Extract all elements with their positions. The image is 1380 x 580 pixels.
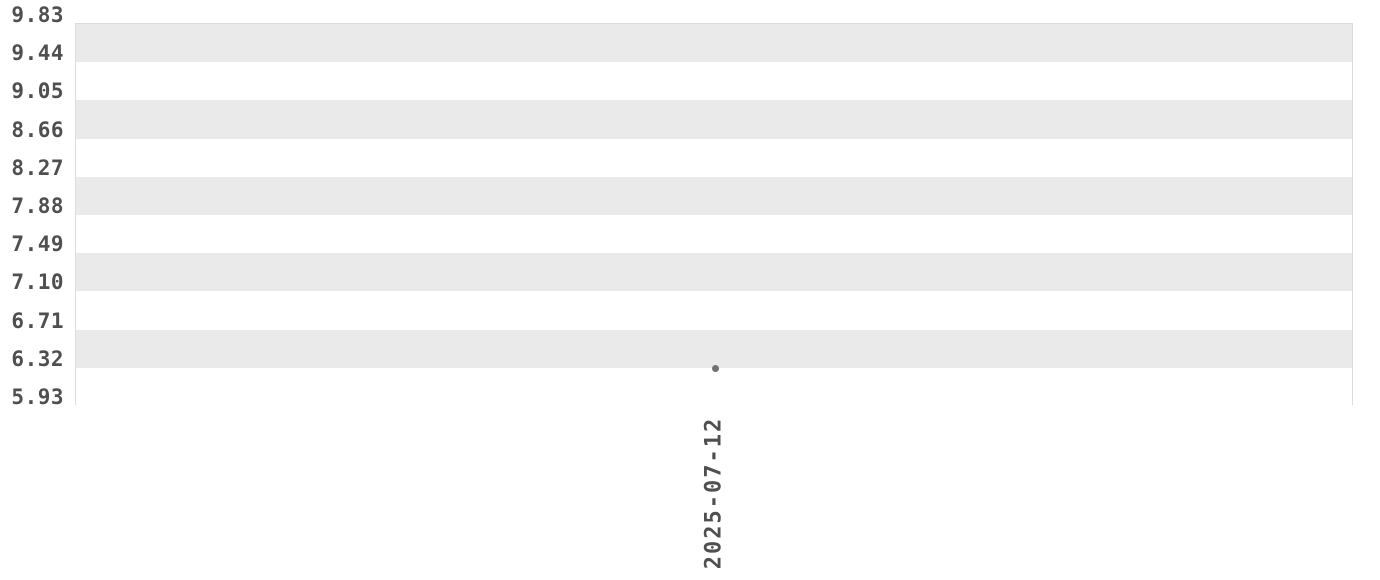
y-axis-tick-label: 6.32 xyxy=(11,346,64,371)
y-axis-tick-label: 7.10 xyxy=(11,270,64,295)
y-axis-tick-label: 8.27 xyxy=(11,155,64,180)
plot-band xyxy=(76,329,1352,368)
plot-area xyxy=(75,23,1353,406)
y-axis-tick-label: 6.71 xyxy=(11,308,64,333)
y-axis-tick-label: 5.93 xyxy=(11,385,64,409)
plot-band xyxy=(76,253,1352,292)
y-axis-tick-label: 7.49 xyxy=(11,232,64,257)
y-axis-tick-label: 7.88 xyxy=(11,194,64,218)
data-point xyxy=(711,365,719,373)
plot-band xyxy=(76,215,1352,254)
plot-band xyxy=(76,176,1352,215)
plot-band xyxy=(76,291,1352,330)
y-axis-tick-label: 8.66 xyxy=(11,117,64,142)
plot-band xyxy=(76,24,1352,63)
y-axis-tick-label: 9.44 xyxy=(11,41,64,66)
x-axis-tick-label: 2025-07-12 xyxy=(701,416,727,570)
y-axis-tick-label: 9.05 xyxy=(11,79,64,104)
plot-band xyxy=(76,100,1352,139)
plot-band xyxy=(76,62,1352,101)
plot-band xyxy=(76,367,1352,406)
plot-band xyxy=(76,138,1352,177)
y-axis-tick-label: 9.83 xyxy=(11,3,64,27)
